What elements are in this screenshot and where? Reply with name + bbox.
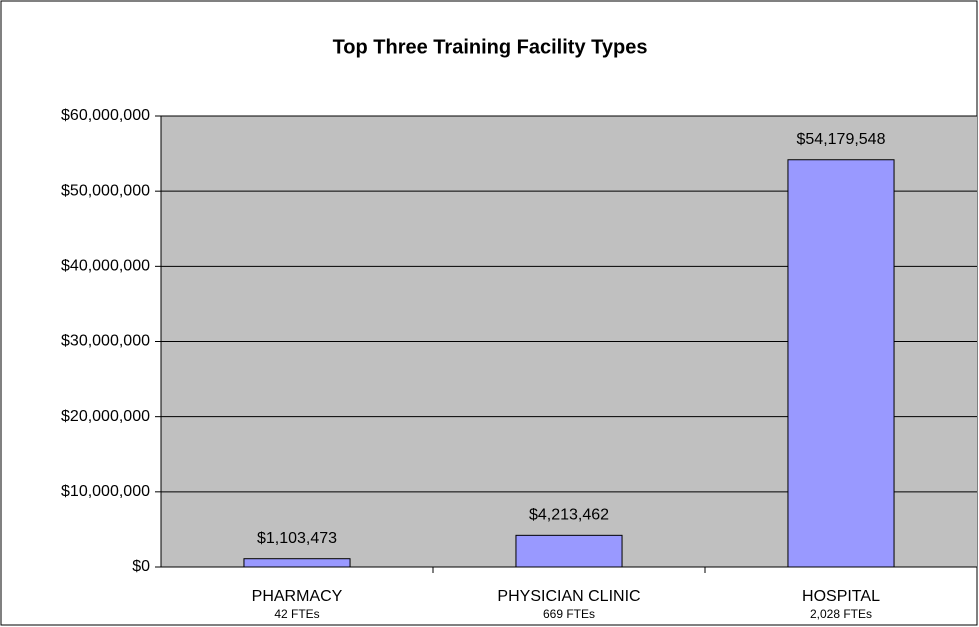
y-tick-label: $60,000,000 <box>61 107 150 124</box>
value-label: $4,213,462 <box>529 507 609 524</box>
y-tick-label: $0 <box>132 558 150 575</box>
x-tick-label: PHYSICIAN CLINIC <box>497 588 640 605</box>
x-tick-note: 42 FTEs <box>274 607 319 621</box>
y-tick-label: $10,000,000 <box>61 483 150 500</box>
y-tick-label: $20,000,000 <box>61 408 150 425</box>
chart-title: Top Three Training Facility Types <box>333 36 648 58</box>
bar <box>515 534 623 568</box>
x-tick-label: PHARMACY <box>252 588 343 605</box>
value-label: $1,103,473 <box>257 530 337 547</box>
value-label: $54,179,548 <box>797 131 886 148</box>
y-tick-label: $50,000,000 <box>61 182 150 199</box>
x-tick-label: HOSPITAL <box>802 588 880 605</box>
bar <box>243 558 351 568</box>
y-tick-label: $30,000,000 <box>61 333 150 350</box>
y-tick-label: $40,000,000 <box>61 258 150 275</box>
x-tick-note: 669 FTEs <box>543 607 595 621</box>
x-tick-note: 2,028 FTEs <box>810 607 872 621</box>
bar <box>787 159 895 568</box>
